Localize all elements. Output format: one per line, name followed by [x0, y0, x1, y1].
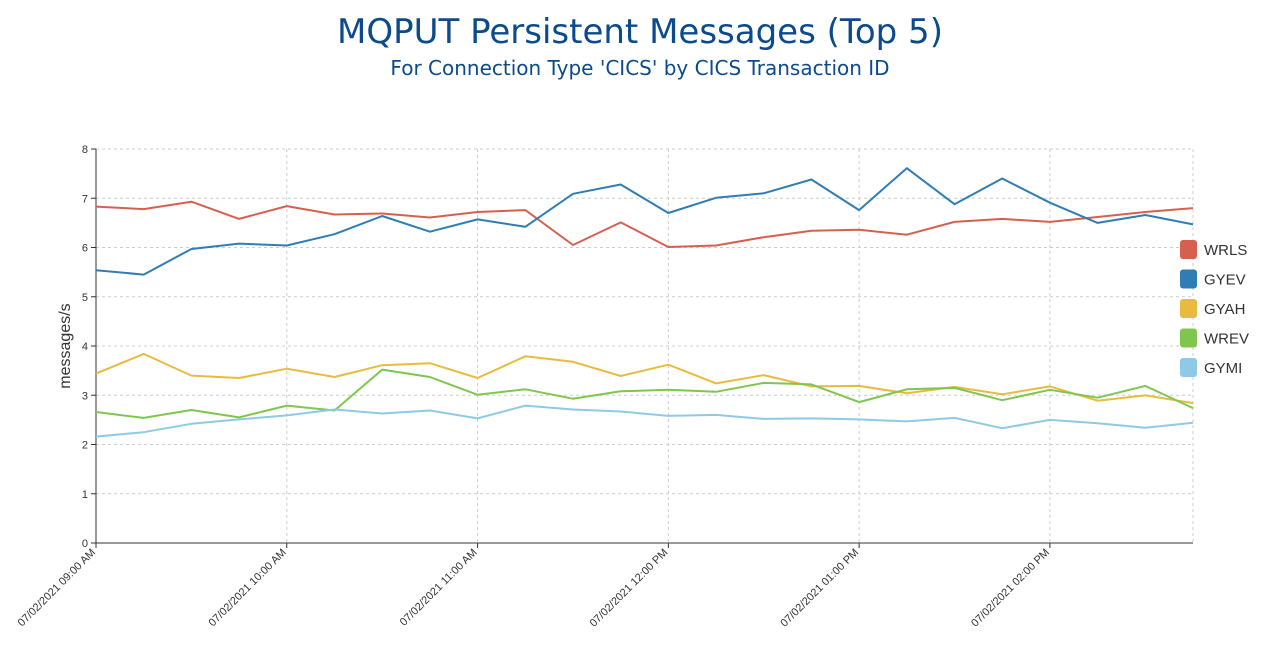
y-tick-label: 8 [82, 144, 88, 156]
y-tick-label: 6 [82, 243, 88, 255]
series-lines [95, 167, 1194, 438]
series-line-wrev [95, 368, 1194, 419]
x-tick-label: 07/02/2021 11:00 AM [398, 547, 480, 629]
legend-swatch [1180, 240, 1197, 259]
x-tick-label: 07/02/2021 10:00 AM [206, 547, 288, 629]
x-tick-label: 07/02/2021 01:00 PM [778, 547, 861, 630]
chart-subtitle: For Connection Type 'CICS' by CICS Trans… [390, 56, 890, 80]
chart-title: MQPUT Persistent Messages (Top 5) [337, 12, 943, 52]
legend-label: WREV [1204, 331, 1249, 348]
legend-label: GYEV [1204, 272, 1246, 289]
y-tick-label: 0 [82, 538, 88, 550]
legend-label: WRLS [1204, 242, 1247, 259]
legend-label: GYMI [1204, 360, 1242, 377]
legend-label: GYAH [1204, 301, 1245, 318]
series-line-wrls [95, 200, 1194, 248]
legend-item-gyev[interactable]: GYEV [1180, 269, 1246, 289]
x-tick-label: 07/02/2021 12:00 PM [588, 547, 671, 630]
x-tick-label: 07/02/2021 02:00 PM [969, 547, 1052, 630]
y-axis-label: messages/s [57, 303, 74, 388]
legend-swatch [1180, 299, 1197, 318]
y-tick-label: 5 [82, 292, 88, 304]
y-tick-label: 2 [82, 440, 88, 452]
legend-swatch [1180, 328, 1197, 348]
legend-swatch [1180, 358, 1197, 377]
legend-item-wrls[interactable]: WRLS [1180, 240, 1247, 259]
legend-item-wrev[interactable]: WREV [1180, 328, 1249, 348]
legend: WRLS GYEV GYAH WREV GYMI [1180, 240, 1249, 377]
grid [96, 148, 1194, 544]
legend-swatch [1180, 269, 1197, 289]
series-line-gyev [95, 167, 1194, 276]
series-line-gymi [95, 404, 1194, 438]
x-tick-label: 07/02/2021 09:00 AM [16, 547, 98, 629]
legend-item-gymi[interactable]: GYMI [1180, 358, 1242, 377]
axes: 0 1 2 3 4 5 6 7 8 07/02/2021 09:00 AM 07/02/2021 1… [16, 144, 1193, 630]
y-tick-label: 1 [82, 489, 88, 501]
y-tick-label: 7 [82, 193, 88, 205]
y-tick-label: 3 [82, 390, 88, 402]
legend-item-gyah[interactable]: GYAH [1180, 299, 1245, 318]
series-line-gyah [95, 352, 1194, 405]
y-tick-label: 4 [82, 341, 88, 353]
